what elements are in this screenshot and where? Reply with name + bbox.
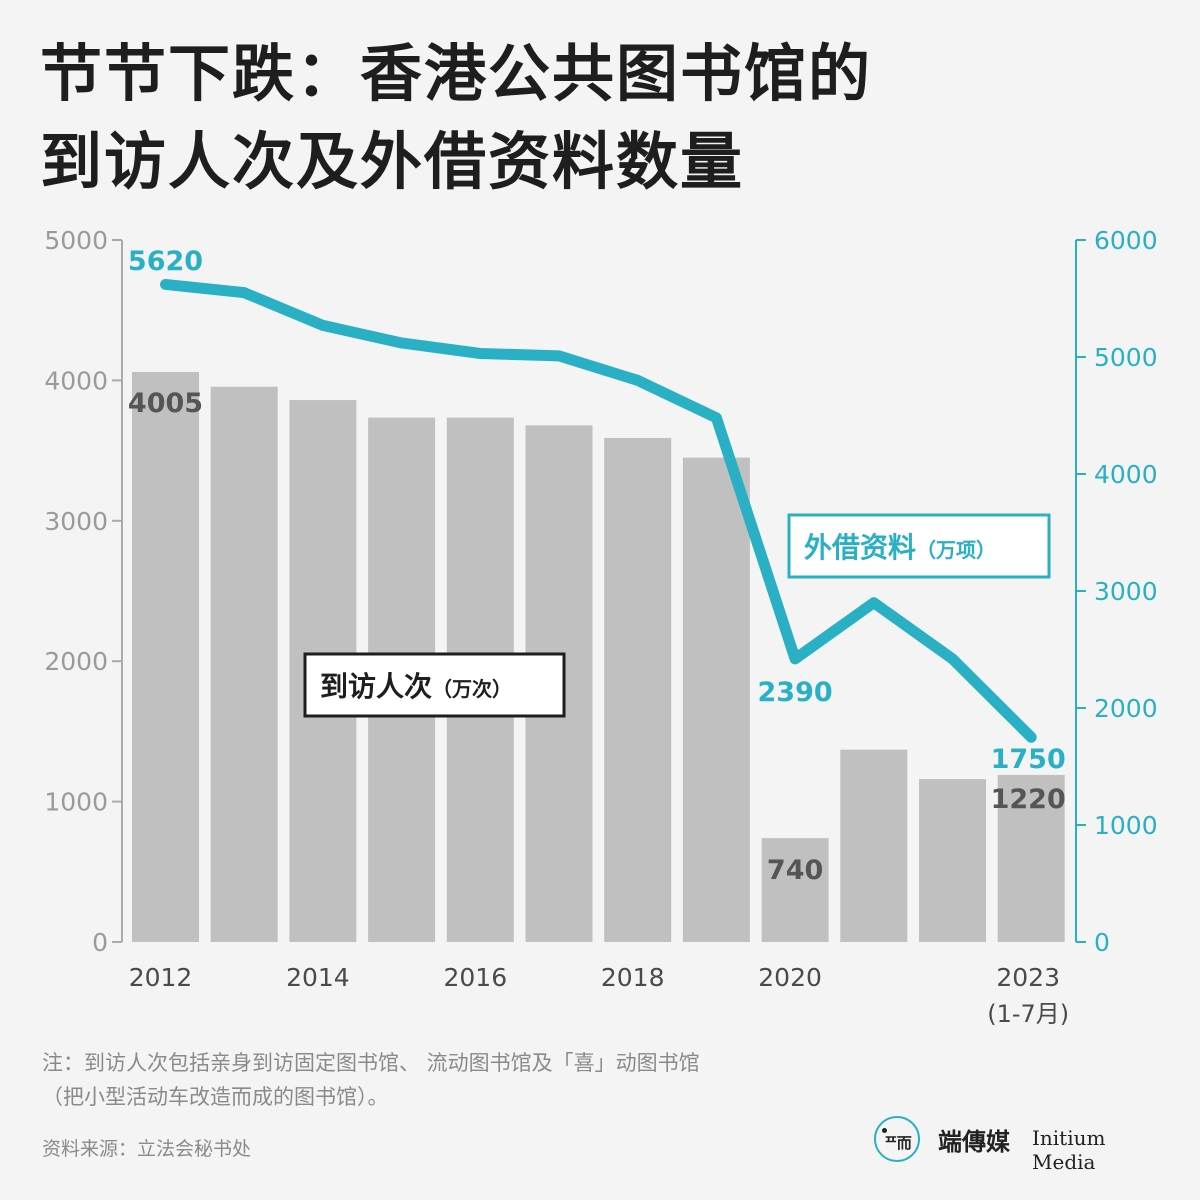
right-axis-tick-label: 6000 bbox=[1094, 226, 1158, 255]
logo-name-en: Initium Media bbox=[1032, 1126, 1106, 1174]
right-axis-tick-label: 4000 bbox=[1094, 460, 1158, 489]
bar-visits bbox=[997, 774, 1065, 942]
bar-visits bbox=[132, 371, 199, 942]
legend-label-visits: 到访人次（万次） bbox=[320, 670, 512, 703]
logo-mark-text: ᄑ而 bbox=[884, 1134, 912, 1152]
title-line-2: 到访人次及外借资料数量 bbox=[40, 125, 745, 198]
chart-canvas: 0 1000 2000 3000 4000 5000 0 1000 2000 3000 4000 50… bbox=[44, 226, 1158, 1028]
title-line-1: 节节下跌：香港公共图书馆的 bbox=[40, 37, 873, 110]
legend-box-loans bbox=[787, 513, 1051, 579]
logo-name-cn: 端傳媒 bbox=[938, 1127, 1010, 1156]
line-data-label: 5620 bbox=[128, 246, 203, 277]
initium-logo-icon: ᄑ而 bbox=[874, 1116, 920, 1162]
x-tick-label: 2012 bbox=[129, 963, 193, 992]
bar-visits bbox=[682, 457, 750, 942]
left-axis-tick-label: 1000 bbox=[44, 788, 108, 817]
x-tick-label: 2023 bbox=[996, 963, 1060, 992]
x-tick-label: 2014 bbox=[286, 963, 350, 992]
left-axis-tick-label: 0 bbox=[92, 928, 108, 957]
left-axis-tick-label: 5000 bbox=[44, 226, 108, 255]
right-axis-tick-label: 0 bbox=[1094, 928, 1110, 957]
chart-title: 节节下跌：香港公共图书馆的 到访人次及外借资料数量 bbox=[40, 30, 1160, 206]
bar-visits bbox=[604, 437, 672, 942]
line-data-label: 1750 bbox=[991, 744, 1066, 775]
legend-box-visits bbox=[303, 652, 566, 718]
left-axis-tick-label: 4000 bbox=[44, 366, 108, 395]
initium-logo[interactable]: ᄑ而 端傳媒 Initium Media bbox=[874, 1114, 1174, 1174]
right-axis-tick-label: 1000 bbox=[1094, 811, 1158, 840]
legend-label-loans: 外借资料（万项） bbox=[804, 531, 996, 564]
x-tick-label: 2016 bbox=[443, 963, 507, 992]
right-axis-tick-label: 3000 bbox=[1094, 577, 1158, 606]
line-data-label: 2390 bbox=[758, 677, 833, 708]
source-note: 资料来源：立法会秘书处 bbox=[42, 1138, 252, 1160]
bar-visits bbox=[761, 838, 829, 942]
x-tick-sublabel: (1-7月) bbox=[987, 1000, 1069, 1028]
bar-visits bbox=[840, 749, 908, 942]
bar-data-label: 740 bbox=[767, 855, 823, 886]
x-tick-label: 2018 bbox=[601, 963, 665, 992]
right-axis-tick-label: 2000 bbox=[1094, 694, 1158, 723]
right-axis-tick-label: 5000 bbox=[1094, 343, 1158, 372]
footnote-line-1: 注：到访人次包括亲身到访固定图书馆、 流动图书馆及「喜」动图书馆 bbox=[42, 1051, 700, 1075]
bar-visits bbox=[210, 386, 278, 942]
bar-data-label: 1220 bbox=[991, 784, 1066, 815]
left-axis-tick-label: 2000 bbox=[44, 647, 108, 676]
line-loans bbox=[160, 278, 1037, 743]
x-tick-label: 2020 bbox=[758, 963, 822, 992]
bar-data-label: 4005 bbox=[128, 388, 203, 419]
footnote: 注：到访人次包括亲身到访固定图书馆、 流动图书馆及「喜」动图书馆 （把小型活动车… bbox=[42, 1046, 862, 1114]
left-axis-tick-label: 3000 bbox=[44, 507, 108, 536]
bar-visits bbox=[919, 779, 986, 942]
footnote-line-2: （把小型活动车改造而成的图书馆）。 bbox=[42, 1085, 389, 1109]
